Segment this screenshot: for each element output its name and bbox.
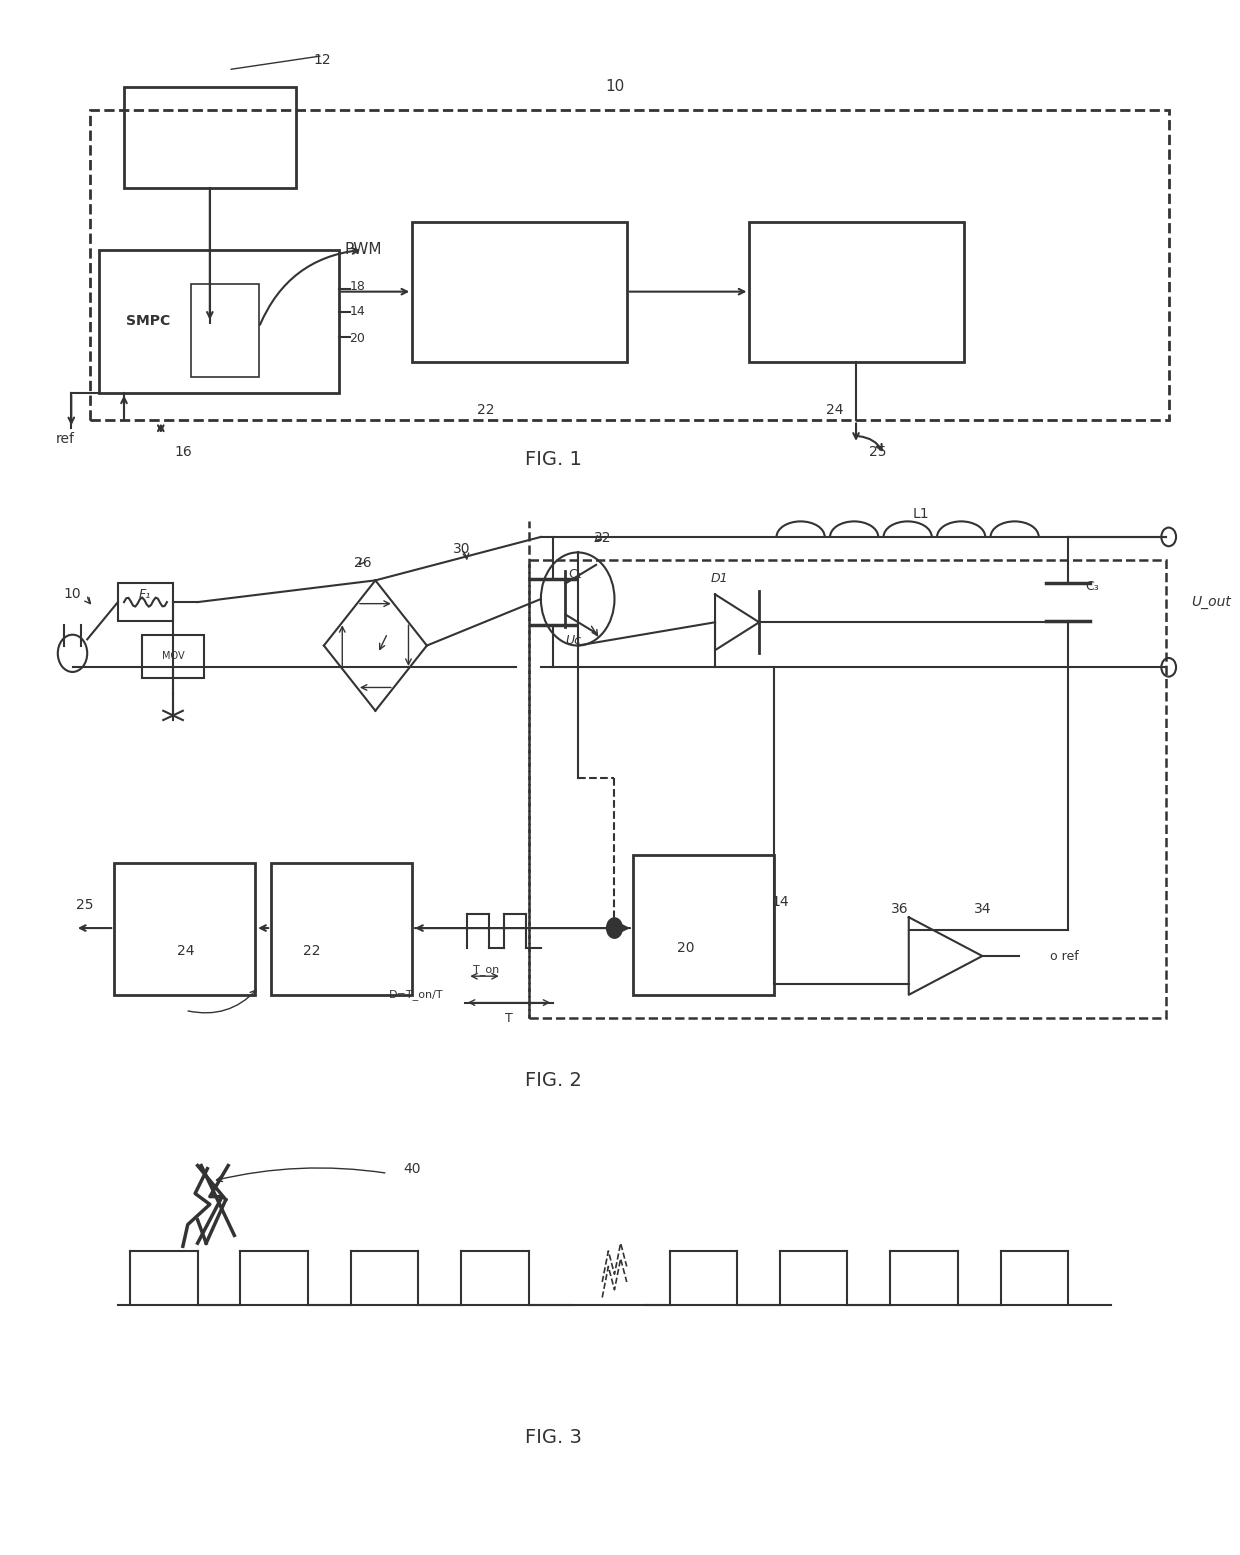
- Text: C₁: C₁: [568, 568, 582, 580]
- FancyBboxPatch shape: [99, 250, 339, 392]
- FancyBboxPatch shape: [118, 583, 174, 620]
- FancyBboxPatch shape: [272, 863, 412, 995]
- Text: 32: 32: [594, 532, 611, 546]
- Text: FIG. 1: FIG. 1: [525, 449, 582, 468]
- Text: 14: 14: [350, 305, 366, 319]
- Text: 10: 10: [63, 588, 82, 602]
- FancyBboxPatch shape: [632, 855, 774, 995]
- Text: U_out: U_out: [1190, 596, 1230, 610]
- Text: L1: L1: [913, 507, 929, 521]
- Text: C₃: C₃: [1085, 580, 1099, 592]
- Text: 10: 10: [605, 79, 624, 95]
- Text: SMPC: SMPC: [126, 314, 171, 328]
- Text: FIG. 2: FIG. 2: [525, 1071, 582, 1090]
- Text: 25: 25: [76, 897, 93, 911]
- Text: 34: 34: [973, 902, 991, 916]
- FancyBboxPatch shape: [124, 87, 295, 188]
- Circle shape: [606, 917, 622, 939]
- Text: 40: 40: [403, 1162, 420, 1176]
- Text: 24: 24: [176, 944, 195, 958]
- Text: 22: 22: [477, 403, 495, 417]
- Text: 14: 14: [771, 894, 789, 908]
- Text: 22: 22: [303, 944, 320, 958]
- Text: 20: 20: [677, 941, 694, 955]
- Text: 26: 26: [355, 557, 372, 571]
- Text: FIG. 3: FIG. 3: [525, 1427, 582, 1446]
- Text: T_on: T_on: [472, 964, 498, 975]
- Text: Uc: Uc: [565, 634, 582, 647]
- Text: 24: 24: [826, 403, 844, 417]
- Text: o ref: o ref: [1050, 950, 1079, 963]
- Text: MOV: MOV: [161, 652, 185, 661]
- FancyBboxPatch shape: [412, 222, 626, 361]
- Text: F₁: F₁: [139, 588, 151, 600]
- Text: ref: ref: [56, 432, 74, 446]
- FancyBboxPatch shape: [143, 634, 203, 678]
- FancyBboxPatch shape: [749, 222, 963, 361]
- Text: T: T: [505, 1012, 513, 1025]
- Text: 30: 30: [453, 543, 470, 557]
- Text: 36: 36: [892, 902, 909, 916]
- Text: PWM: PWM: [345, 243, 382, 257]
- Text: D=T_on/T: D=T_on/T: [388, 989, 443, 1000]
- FancyBboxPatch shape: [114, 863, 255, 995]
- FancyBboxPatch shape: [191, 285, 259, 376]
- Text: 18: 18: [350, 280, 366, 294]
- Text: D1: D1: [711, 572, 729, 585]
- Text: 12: 12: [314, 53, 331, 67]
- Text: 20: 20: [350, 331, 366, 345]
- Text: 25: 25: [869, 445, 887, 459]
- Text: 16: 16: [174, 445, 192, 459]
